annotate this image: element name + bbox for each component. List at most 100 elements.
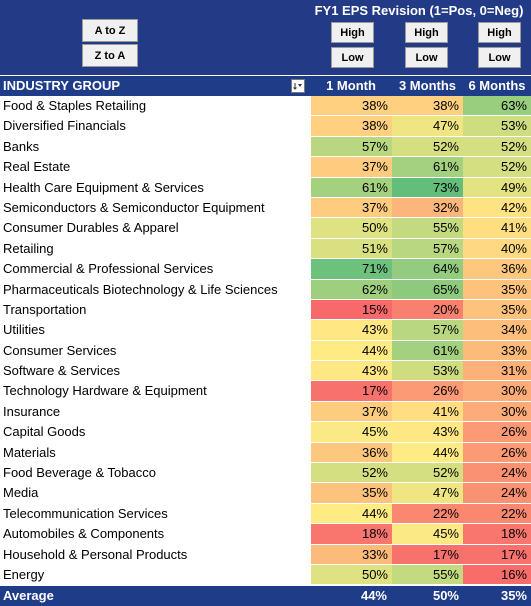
column-separator [310,96,311,116]
column-separator [310,564,311,585]
value-cell-m3: 45% [392,524,463,544]
column-separator [310,544,311,564]
filter-dropdown-icon[interactable] [291,79,305,93]
table-row: Consumer Durables & Apparel 50% 55% 41% [0,218,531,239]
header-panel: A to Z Z to A FY1 EPS Revision (1=Pos, 0… [0,0,531,75]
industry-group-name: Software & Services [3,363,121,379]
industry-group-name: Automobiles & Components [3,526,165,542]
table-row: Food & Staples Retailing 38% 38% 63% [0,96,531,117]
value-cell-m6: 31% [463,361,531,381]
table-row: Pharmaceuticals Biotechnology & Life Sci… [0,279,531,300]
value-cell-m6: 40% [463,238,531,259]
column-separator [310,442,311,463]
m3-high-button[interactable]: High [405,22,448,43]
table-row: Real Estate 37% 61% 52% [0,157,531,178]
table-row: Food Beverage & Tobacco 52% 52% 24% [0,463,531,484]
table-row: Commercial & Professional Services 71% 64%… [0,259,531,280]
value-cell-m3: 47% [392,116,463,136]
value-cell-m1: 71% [310,259,392,279]
column-separator [310,218,311,238]
value-cell-m1: 37% [310,197,392,218]
value-cell-m1: 62% [310,279,392,299]
value-cell-m6: 26% [463,422,531,442]
value-cell-m6: 35% [463,279,531,299]
value-cell-m1: 36% [310,442,392,463]
value-cell-m3: 41% [392,401,463,422]
value-cell-m1: 52% [310,463,392,483]
column-separator [310,259,311,279]
table-row: Capital Goods 45% 43% 26% [0,422,531,443]
value-cell-m3: 65% [392,279,463,299]
industry-group-name: Banks [3,138,40,154]
industry-group-name: Food Beverage & Tobacco [3,465,156,481]
one-month-header: 1 Month [326,78,376,93]
value-cell-m3: 53% [392,361,463,381]
column-separator [310,401,311,422]
column-separator [310,422,311,442]
value-cell-m1: 43% [310,361,392,381]
column-separator [310,320,311,340]
sort-z-to-a-button[interactable]: Z to A [82,44,138,67]
value-cell-m6: 30% [463,401,531,422]
industry-group-name: Consumer Services [3,342,117,358]
value-cell-m3: 64% [392,259,463,279]
m1-low-button[interactable]: Low [331,47,374,68]
table-row: Telecommunication Services 44% 22% 22% [0,503,531,525]
value-cell-m3: 20% [392,299,463,320]
m1-high-button[interactable]: High [331,22,374,43]
value-cell-m3: 44% [392,442,463,463]
eps-revision-title: FY1 EPS Revision (1=Pos, 0=Neg) [314,3,524,18]
value-cell-m6: 26% [463,442,531,463]
industry-group-name: Health Care Equipment & Services [3,179,204,195]
industry-group-name: Transportation [3,301,87,317]
table-row: Banks 57% 52% 52% [0,136,531,158]
industry-group-name: Pharmaceuticals Biotechnology & Life Sci… [3,281,278,297]
average-label: Average [3,588,54,603]
industry-group-name: Insurance [3,403,61,419]
industry-group-name: Commercial & Professional Services [3,261,214,277]
industry-group-name: Semiconductors & Semiconductor Equipment [3,199,265,215]
value-cell-m1: 17% [310,381,392,401]
value-cell-m3: 73% [392,177,463,197]
value-cell-m3: 57% [392,320,463,340]
column-separator [310,524,311,544]
column-separator [310,299,311,320]
value-cell-m6: 36% [463,259,531,279]
value-cell-m6: 33% [463,340,531,361]
value-cell-m1: 38% [310,96,392,116]
column-header-row: INDUSTRY GROUP 1 Month 3 Months 6 Months [0,76,531,96]
table-row: Insurance 37% 41% 30% [0,401,531,423]
m6-low-button[interactable]: Low [478,47,521,68]
value-cell-m6: 22% [463,503,531,524]
value-cell-m3: 61% [392,340,463,361]
table-row: Consumer Services 44% 61% 33% [0,340,531,362]
m3-low-button[interactable]: Low [405,47,448,68]
table-row: Software & Services 43% 53% 31% [0,361,531,382]
column-separator [310,238,311,259]
value-cell-m3: 61% [392,157,463,177]
value-cell-m1: 18% [310,524,392,544]
average-3-months: 50% [432,588,459,603]
value-cell-m3: 38% [392,96,463,116]
sort-a-to-z-button[interactable]: A to Z [82,19,138,42]
value-cell-m6: 53% [463,116,531,136]
value-cell-m3: 52% [392,463,463,483]
value-cell-m3: 32% [392,197,463,218]
value-cell-m6: 24% [463,483,531,503]
three-months-header: 3 Months [398,78,457,93]
industry-group-name: Household & Personal Products [3,546,188,562]
value-cell-m3: 47% [392,483,463,503]
value-cell-m1: 44% [310,340,392,361]
m6-high-button[interactable]: High [478,22,521,43]
table-row: Technology Hardware & Equipment 17% 26% 30% [0,381,531,402]
value-cell-m6: 35% [463,299,531,320]
value-cell-m3: 22% [392,503,463,524]
column-separator [310,340,311,361]
value-cell-m6: 52% [463,157,531,177]
industry-group-name: Technology Hardware & Equipment [3,383,207,399]
value-cell-m3: 17% [392,544,463,564]
column-separator [310,381,311,401]
column-separator [310,197,311,218]
value-cell-m6: 30% [463,381,531,401]
